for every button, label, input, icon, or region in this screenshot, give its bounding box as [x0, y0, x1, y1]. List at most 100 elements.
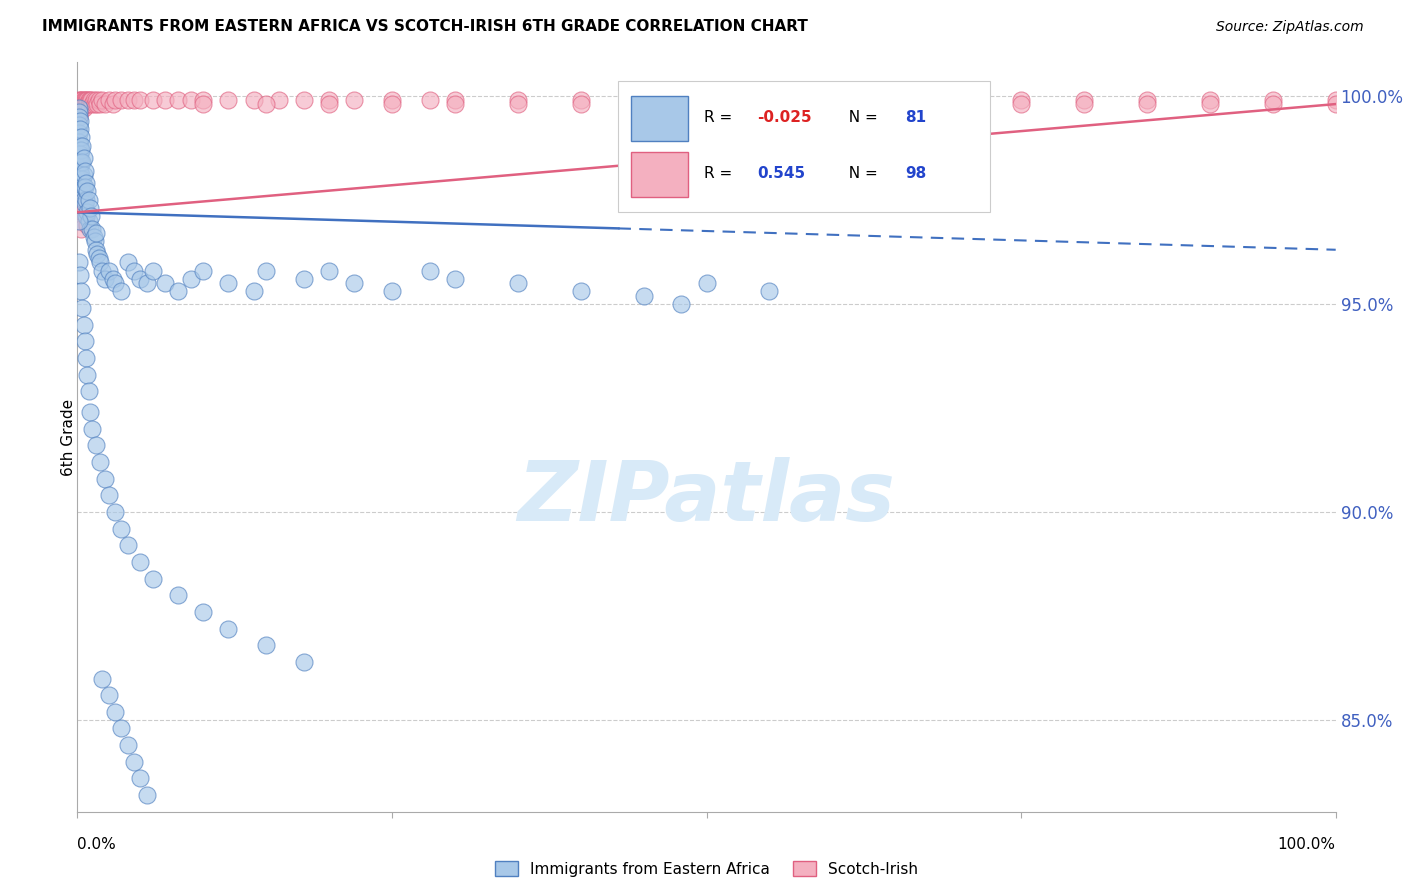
Point — [83, 93, 105, 107]
Point — [1324, 97, 1347, 112]
Point — [142, 93, 165, 107]
Point — [242, 93, 264, 107]
Point — [1199, 97, 1222, 112]
Text: 81: 81 — [905, 111, 927, 126]
Point — [79, 201, 101, 215]
Point — [67, 213, 90, 227]
Point — [292, 655, 315, 669]
Point — [129, 272, 152, 286]
Point — [72, 101, 94, 115]
Point — [67, 160, 90, 174]
Point — [67, 97, 90, 112]
Point — [444, 97, 467, 112]
Point — [72, 97, 94, 112]
Point — [80, 210, 103, 224]
Point — [821, 93, 844, 107]
Point — [69, 122, 91, 136]
Point — [948, 93, 970, 107]
Point — [122, 263, 145, 277]
Point — [117, 738, 139, 752]
Point — [267, 93, 290, 107]
Point — [70, 222, 93, 236]
Point — [633, 97, 655, 112]
Point — [70, 155, 93, 169]
Point — [318, 97, 340, 112]
Point — [79, 222, 101, 236]
Point — [217, 276, 239, 290]
Point — [884, 97, 907, 112]
Point — [948, 97, 970, 112]
Point — [633, 288, 655, 302]
FancyBboxPatch shape — [631, 153, 688, 197]
Point — [1073, 93, 1095, 107]
Point — [318, 93, 340, 107]
Point — [94, 97, 117, 112]
Text: R =: R = — [704, 111, 737, 126]
Point — [83, 230, 105, 244]
Point — [69, 101, 91, 115]
Point — [91, 263, 114, 277]
Point — [91, 93, 114, 107]
Point — [1136, 97, 1159, 112]
Point — [758, 285, 780, 299]
Point — [1261, 97, 1284, 112]
Point — [87, 251, 110, 265]
Point — [254, 97, 277, 112]
Point — [72, 301, 94, 315]
Point — [76, 205, 98, 219]
Point — [70, 180, 93, 194]
Point — [72, 205, 94, 219]
Point — [117, 538, 139, 552]
Point — [1136, 93, 1159, 107]
Point — [67, 151, 90, 165]
Point — [67, 126, 90, 140]
Point — [82, 222, 104, 236]
Point — [217, 622, 239, 636]
Point — [381, 285, 404, 299]
Point — [167, 93, 190, 107]
Point — [97, 688, 120, 702]
Point — [82, 97, 104, 112]
Text: IMMIGRANTS FROM EASTERN AFRICA VS SCOTCH-IRISH 6TH GRADE CORRELATION CHART: IMMIGRANTS FROM EASTERN AFRICA VS SCOTCH… — [42, 20, 808, 34]
Legend: Immigrants from Eastern Africa, Scotch-Irish: Immigrants from Eastern Africa, Scotch-I… — [489, 855, 924, 883]
Point — [821, 97, 844, 112]
Point — [67, 105, 90, 120]
Point — [117, 93, 139, 107]
Point — [135, 276, 157, 290]
Point — [91, 672, 114, 686]
Point — [167, 285, 190, 299]
Point — [94, 272, 117, 286]
Point — [191, 93, 215, 107]
Point — [69, 172, 91, 186]
Y-axis label: 6th Grade: 6th Grade — [62, 399, 76, 475]
Point — [70, 168, 93, 182]
Point — [72, 185, 94, 199]
Point — [67, 110, 90, 124]
Point — [72, 93, 94, 107]
Point — [76, 93, 98, 107]
Point — [82, 422, 104, 436]
Point — [89, 97, 111, 112]
Point — [77, 93, 100, 107]
Point — [69, 97, 91, 112]
Point — [696, 97, 718, 112]
Point — [69, 138, 91, 153]
Point — [104, 505, 127, 519]
Point — [72, 318, 94, 332]
Point — [758, 93, 780, 107]
Text: 98: 98 — [905, 166, 927, 181]
Point — [97, 488, 120, 502]
Point — [671, 297, 693, 311]
Point — [506, 97, 529, 112]
Point — [70, 97, 93, 112]
Point — [101, 97, 124, 112]
Point — [84, 235, 107, 249]
Point — [67, 110, 90, 124]
Text: 0.0%: 0.0% — [77, 838, 117, 852]
Point — [101, 272, 124, 286]
Point — [72, 151, 94, 165]
Point — [75, 97, 97, 112]
Text: R =: R = — [704, 166, 737, 181]
Text: ZIPatlas: ZIPatlas — [517, 457, 896, 538]
Point — [84, 243, 107, 257]
